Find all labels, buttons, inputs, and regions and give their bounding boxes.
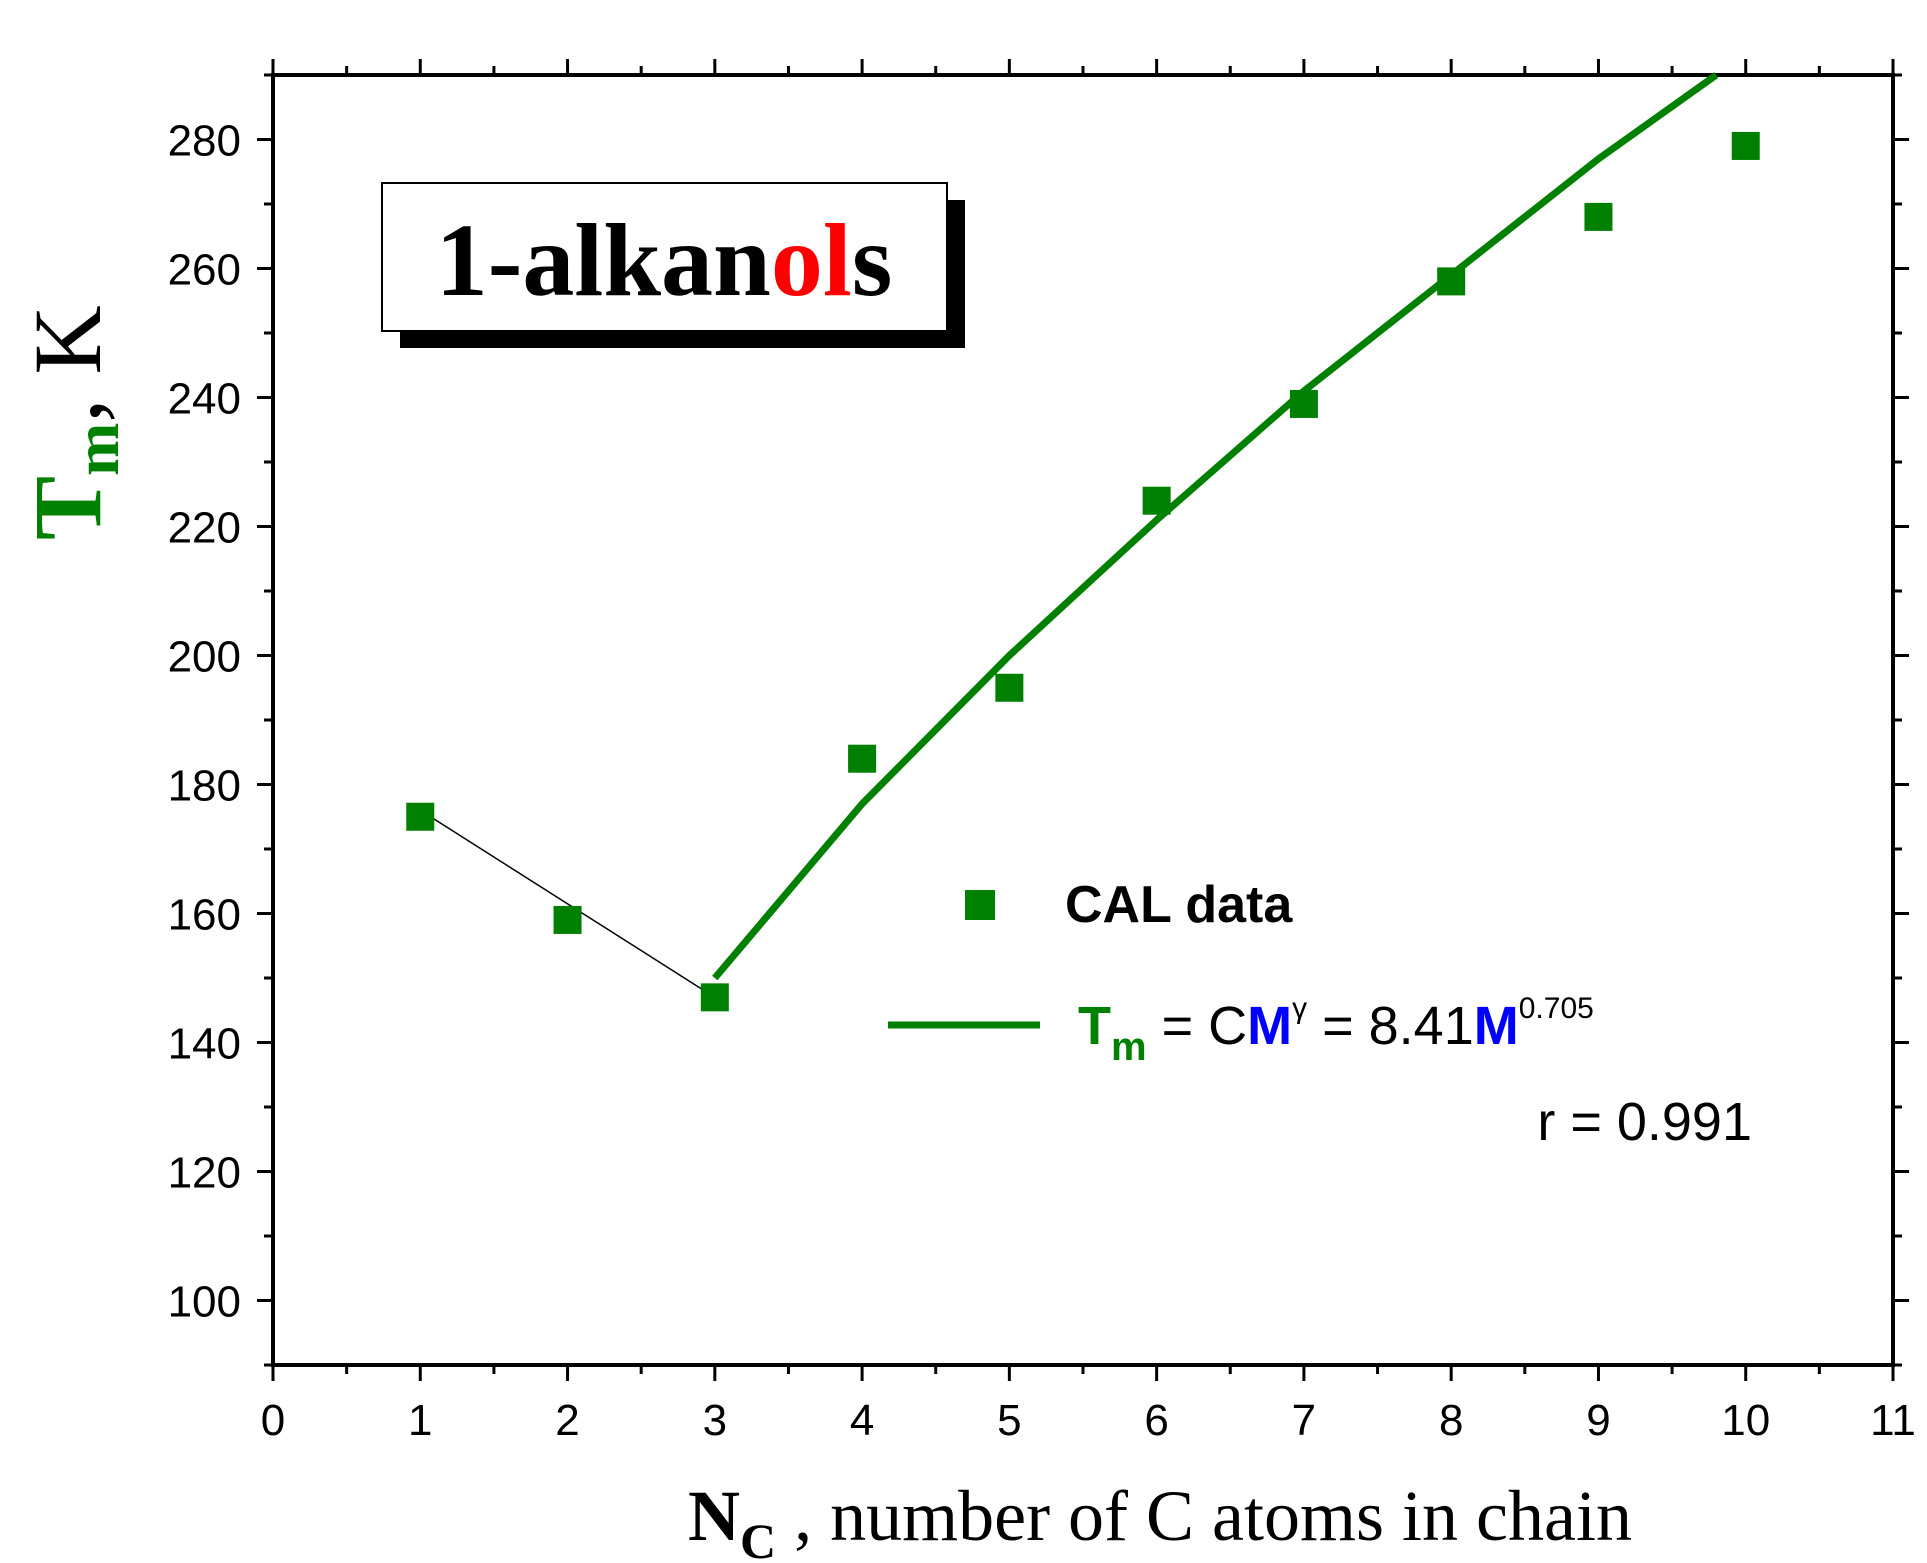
- legend-fit-M1: M: [1247, 996, 1292, 1056]
- data-point: [1142, 486, 1171, 515]
- series-line-1: [419, 809, 716, 998]
- legend-fit-M2: M: [1474, 996, 1519, 1056]
- y-tick-label: 220: [168, 504, 241, 553]
- x-tick-label: 5: [997, 1396, 1021, 1445]
- data-point: [848, 744, 877, 773]
- y-tick-label: 260: [168, 246, 241, 295]
- title-part-2: ol: [771, 203, 852, 318]
- x-axis-ticks: [271, 59, 1895, 1381]
- legend-fit-exp: 0.705: [1519, 992, 1594, 1025]
- y-axis-ticks: [257, 73, 1909, 1367]
- y-axis-title-main: T: [14, 476, 121, 540]
- y-axis-title: Tm, K: [14, 305, 132, 540]
- y-tick-label: 160: [168, 891, 241, 940]
- x-tick-label: 11: [1870, 1396, 1916, 1445]
- x-tick-label: 1: [408, 1396, 432, 1445]
- y-tick-label: 280: [168, 117, 241, 166]
- data-point: [995, 673, 1024, 702]
- y-tick-label: 240: [168, 375, 241, 424]
- legend-label-cal-data: CAL data: [1065, 876, 1293, 934]
- x-tick-label: 10: [1721, 1396, 1770, 1445]
- data-point: [1289, 389, 1318, 418]
- title-box: 1-alkanols: [381, 182, 965, 348]
- data-point: [553, 905, 582, 934]
- x-axis-title: NC , number of C atoms in chain: [688, 1476, 1632, 1563]
- series-lines: [419, 72, 1719, 998]
- legend-fit-eq1: = C: [1147, 996, 1248, 1056]
- y-tick-label: 100: [168, 1278, 241, 1327]
- y-axis-title-rest: , K: [14, 305, 121, 422]
- x-tick-label: 2: [555, 1396, 579, 1445]
- data-point: [700, 983, 729, 1012]
- legend-fit-gamma: γ: [1292, 992, 1307, 1025]
- x-axis-title-main: N: [688, 1476, 740, 1556]
- title-part-1: 1-alkan: [436, 203, 771, 318]
- x-tick-label: 4: [850, 1396, 874, 1445]
- data-point: [406, 802, 435, 831]
- series-line-2: [712, 72, 1719, 981]
- x-tick-label: 6: [1144, 1396, 1168, 1445]
- y-tick-label: 140: [168, 1020, 241, 1069]
- y-axis-tick-labels: 100 120 140 160 180 200 220 240 260 280: [168, 117, 241, 1327]
- title-part-3: s: [852, 203, 892, 318]
- legend-marker-cal-data: [965, 890, 995, 920]
- title-box-frame: [381, 182, 948, 332]
- x-tick-label: 3: [703, 1396, 727, 1445]
- legend-fit-T: T: [1078, 996, 1111, 1056]
- legend-label-fit: Tm = CMγ = 8.41M0.705: [1078, 992, 1594, 1069]
- annotation-r-value: r = 0.991: [1537, 1092, 1752, 1152]
- y-tick-label: 200: [168, 633, 241, 682]
- legend-fit-eq2: = 8.41: [1307, 996, 1474, 1056]
- legend-fit-m: m: [1111, 1025, 1147, 1069]
- series-markers: [406, 131, 1760, 1012]
- y-tick-label: 120: [168, 1149, 241, 1198]
- x-axis-title-rest: , number of C atoms in chain: [776, 1476, 1632, 1556]
- y-axis-title-sub: m: [61, 423, 132, 476]
- data-point: [1584, 202, 1613, 231]
- x-tick-label: 7: [1292, 1396, 1316, 1445]
- x-axis-title-sub: C: [740, 1513, 776, 1563]
- y-tick-label: 180: [168, 762, 241, 811]
- x-tick-label: 9: [1586, 1396, 1610, 1445]
- x-axis-tick-labels: 0 1 2 3 4 5 6 7 8 9 10 11: [261, 1396, 1916, 1445]
- title-text: 1-alkanols: [436, 203, 893, 318]
- data-point: [1731, 131, 1760, 160]
- x-tick-label: 0: [261, 1396, 285, 1445]
- x-tick-label: 8: [1439, 1396, 1463, 1445]
- data-point: [1437, 267, 1466, 296]
- legend: CAL data Tm = CMγ = 8.41M0.705 r = 0.991: [888, 876, 1752, 1152]
